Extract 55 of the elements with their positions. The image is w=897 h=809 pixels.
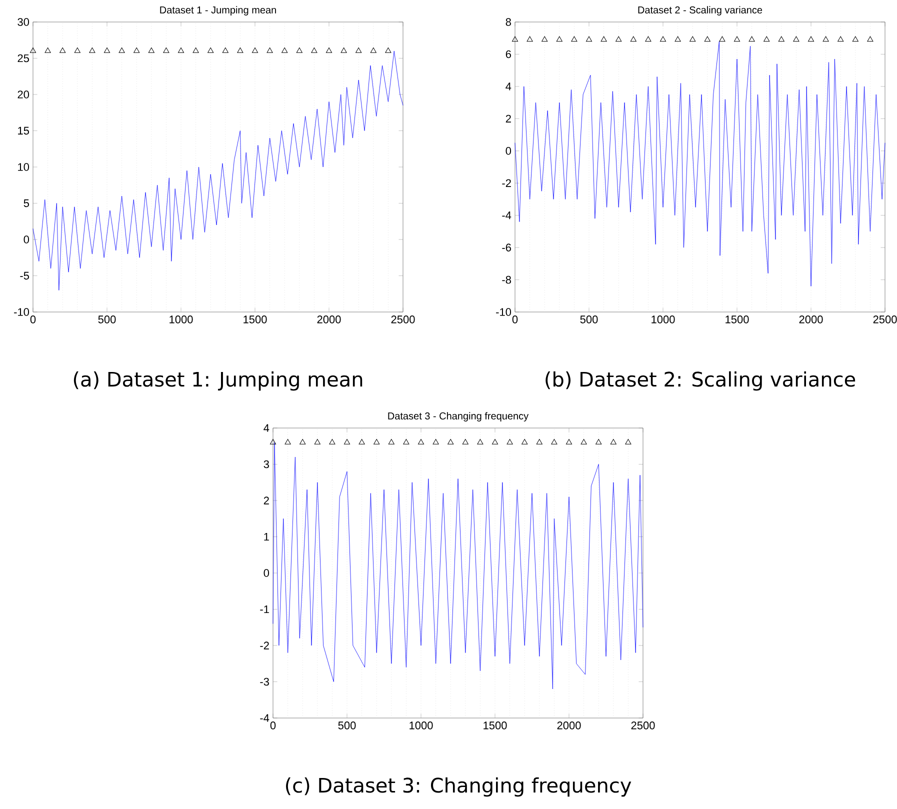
line-series [32, 50, 404, 290]
y-tick-label: -3 [260, 678, 269, 686]
text: (b) Dataset 2: Scaling variance [546, 371, 856, 391]
y-tick-label: -10 [496, 308, 512, 316]
chart-title: Dataset 1 - Jumping mean [160, 6, 276, 16]
text: (c) Dataset 3: Changing frequency [286, 777, 632, 797]
x-tick-label: 2000 [799, 316, 823, 324]
y-tick-label: 5 [24, 199, 29, 208]
y-tick-label: 1 [264, 532, 269, 541]
y-tick-label: -8 [502, 276, 511, 284]
x-tick-label: 0 [270, 722, 276, 730]
y-tick-label: 2 [506, 114, 511, 122]
y-tick-label: -2 [260, 642, 269, 650]
x-tick-label: 500 [98, 316, 116, 324]
y-tick-label: -4 [260, 714, 270, 722]
text: (a) Dataset 1: Jumping mean [74, 371, 362, 391]
x-tick-label: 1500 [244, 316, 267, 324]
x-tick-label: 1500 [726, 316, 749, 324]
x-tick-label: 500 [580, 316, 598, 324]
x-tick-label: 2500 [391, 316, 415, 324]
y-tick-label: 0 [506, 147, 512, 155]
y-tick-label: 20 [18, 90, 30, 98]
line-series [514, 41, 886, 286]
line-series [272, 442, 644, 690]
x-tick-label: 2000 [317, 316, 341, 324]
x-tick-label: 1000 [410, 722, 433, 730]
x-tick-label: 500 [338, 722, 356, 730]
y-tick-label: -5 [20, 272, 29, 280]
y-tick-label: -1 [260, 605, 269, 614]
y-tick-label: 25 [18, 54, 29, 62]
x-tick-label: 2500 [631, 722, 655, 730]
y-tick-label: 15 [18, 126, 29, 135]
y-tick-label: -2 [502, 179, 511, 187]
y-tick-label: 3 [264, 460, 269, 468]
y-tick-label: 4 [264, 424, 270, 432]
x-tick-label: 1000 [652, 316, 675, 324]
x-tick-label: 0 [512, 316, 518, 324]
y-tick-label: -10 [14, 308, 30, 316]
y-tick-label: 4 [506, 82, 512, 90]
y-tick-label: 6 [506, 50, 511, 58]
y-tick-label: 2 [264, 496, 269, 504]
x-tick-label: 1500 [484, 722, 507, 730]
x-tick-label: 0 [30, 316, 36, 324]
y-tick-label: -6 [502, 244, 511, 252]
y-tick-label: 0 [24, 236, 30, 244]
y-tick-label: 30 [18, 18, 30, 26]
x-tick-label: 2000 [557, 722, 581, 730]
chart-title: Dataset 2 - Scaling variance [638, 6, 762, 16]
y-tick-label: 0 [264, 569, 270, 577]
x-tick-label: 1000 [170, 316, 193, 324]
y-tick-label: 10 [18, 163, 30, 171]
y-tick-label: 8 [506, 18, 511, 26]
x-tick-label: 2500 [873, 316, 897, 324]
chart-title: Dataset 3 - Changing frequency [388, 412, 529, 422]
y-tick-label: -4 [502, 212, 512, 220]
